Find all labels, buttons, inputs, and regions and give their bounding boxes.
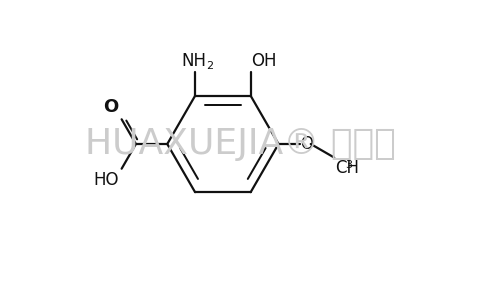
Text: NH: NH: [181, 52, 206, 70]
Text: HUAXUEJIA® 化学加: HUAXUEJIA® 化学加: [84, 127, 396, 161]
Text: OH: OH: [251, 52, 277, 70]
Text: O: O: [104, 98, 119, 116]
Text: O: O: [300, 135, 313, 153]
Text: HO: HO: [93, 171, 119, 189]
Text: CH: CH: [335, 159, 359, 177]
Text: 3: 3: [345, 160, 352, 170]
Text: 2: 2: [205, 61, 213, 71]
